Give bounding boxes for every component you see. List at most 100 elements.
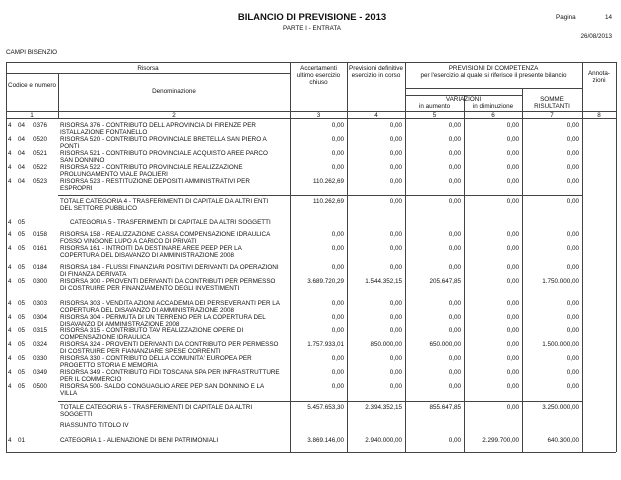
amount: 0,00 bbox=[331, 369, 344, 376]
col-number: 2 bbox=[172, 112, 176, 119]
row-code: 05 bbox=[18, 231, 26, 238]
row-label: RIASSUNTO TITOLO IV bbox=[60, 422, 129, 429]
row-code: 0522 bbox=[33, 164, 48, 171]
amount: 0,00 bbox=[389, 198, 402, 205]
row-code: 0330 bbox=[33, 355, 48, 362]
col-header: in aumento bbox=[418, 103, 451, 110]
row-label: RISORSA 324 - PROVENTI DERIVANTI DA CONT… bbox=[60, 341, 279, 355]
entity: CAMPI BISENZIO bbox=[6, 49, 58, 56]
amount: 0,00 bbox=[448, 369, 461, 376]
row-label: CATEGORIA 5 - TRASFERIMENTI DI CAPITALE … bbox=[70, 219, 271, 226]
col-header: Accertamenti ultimo esercizio chiuso bbox=[296, 65, 341, 86]
rule bbox=[6, 118, 616, 119]
amount: 0,00 bbox=[506, 341, 519, 348]
amount: 0,00 bbox=[506, 178, 519, 185]
row-code: 04 bbox=[18, 136, 26, 143]
row-code: 01 bbox=[18, 437, 26, 444]
amount: 0,00 bbox=[448, 327, 461, 334]
amount: 0,00 bbox=[389, 383, 402, 390]
col-number: 3 bbox=[316, 112, 321, 119]
rule bbox=[6, 111, 616, 112]
row-code: 05 bbox=[18, 219, 26, 226]
rule bbox=[522, 88, 523, 452]
col-header: PREVISIONI DI COMPETENZA bbox=[448, 65, 539, 72]
row-code: 05 bbox=[18, 327, 26, 334]
rule bbox=[347, 62, 348, 452]
amount: 0,00 bbox=[331, 231, 344, 238]
row-label: RISORSA 520 - CONTRIBUTO PROVINCIALE BRE… bbox=[60, 136, 267, 150]
amount: 0,00 bbox=[506, 404, 519, 411]
rule bbox=[6, 452, 616, 453]
row-code: 0521 bbox=[33, 150, 48, 157]
col-number: 4 bbox=[374, 112, 378, 119]
amount: 0,00 bbox=[448, 122, 461, 129]
amount: 0,00 bbox=[389, 150, 402, 157]
row-code: 4 bbox=[8, 278, 12, 285]
amount: 0,00 bbox=[448, 314, 461, 321]
rule bbox=[290, 62, 291, 452]
subtitle: PARTE I - ENTRATA bbox=[283, 25, 341, 32]
amount: 0,00 bbox=[448, 437, 461, 444]
amount: 0,00 bbox=[448, 231, 461, 238]
amount: 650.000,00 bbox=[429, 341, 461, 348]
title: BILANCIO DI PREVISIONE - 2013 bbox=[237, 12, 387, 23]
amount: 2.299.700,00 bbox=[482, 437, 519, 444]
row-code: 0158 bbox=[33, 231, 48, 238]
amount: 0,00 bbox=[566, 264, 579, 271]
row-code: 4 bbox=[8, 369, 12, 376]
rule bbox=[58, 73, 59, 118]
col-header: in diminuzione bbox=[472, 103, 514, 110]
row-label: RISORSA 184 - FLUSSI FINANZIARI POSITIVI… bbox=[60, 264, 279, 278]
row-code: 05 bbox=[18, 383, 26, 390]
col-number: 7 bbox=[550, 112, 554, 119]
amount: 110.262,69 bbox=[312, 198, 344, 205]
row-code: 4 bbox=[8, 219, 12, 226]
amount: 850.000,00 bbox=[370, 341, 402, 348]
amount: 0,00 bbox=[506, 278, 519, 285]
row-code: 0324 bbox=[33, 341, 48, 348]
row-code: 4 bbox=[8, 231, 12, 238]
row-label: RISORSA 500- SALDO CONGUAGLIO AREE PEP S… bbox=[60, 383, 264, 397]
amount: 855.647,85 bbox=[429, 404, 461, 411]
amount: 0,00 bbox=[331, 355, 344, 362]
row-code: 04 bbox=[18, 150, 26, 157]
col-header: VARIAZIONI bbox=[445, 96, 482, 103]
rule bbox=[405, 95, 522, 96]
amount: 3.869.146,00 bbox=[307, 437, 344, 444]
rule bbox=[58, 401, 582, 402]
amount: 0,00 bbox=[331, 314, 344, 321]
row-code: 0303 bbox=[33, 300, 48, 307]
amount: 0,00 bbox=[506, 355, 519, 362]
amount: 0,00 bbox=[331, 122, 344, 129]
page-label: Pagina bbox=[556, 14, 576, 21]
amount: 0,00 bbox=[389, 245, 402, 252]
amount: 0,00 bbox=[566, 369, 579, 376]
amount: 0,00 bbox=[448, 383, 461, 390]
amount: 0,00 bbox=[389, 264, 402, 271]
amount: 0,00 bbox=[448, 355, 461, 362]
amount: 0,00 bbox=[566, 198, 579, 205]
rule bbox=[405, 88, 582, 89]
col-header: Previsioni definitive esercizio in corso bbox=[349, 65, 403, 79]
row-code: 05 bbox=[18, 278, 26, 285]
row-code: 4 bbox=[8, 327, 12, 334]
amount: 0,00 bbox=[448, 300, 461, 307]
row-code: 4 bbox=[8, 264, 12, 271]
amount: 0,00 bbox=[331, 300, 344, 307]
amount: 0,00 bbox=[506, 164, 519, 171]
row-label: RISORSA 523 - RESTITUZIONE DEPOSITI AMMI… bbox=[60, 178, 250, 192]
row-label: RISORSA 521 - CONTRIBUTO PROVINCIALE ACQ… bbox=[60, 150, 268, 164]
row-code: 04 bbox=[18, 178, 26, 185]
date: 26/08/2013 bbox=[580, 33, 612, 40]
row-label: RISORSA 158 - REALIZZAZIONE CASSA COMPEN… bbox=[60, 231, 270, 245]
row-label: RISORSA 376 - CONTRIBUTO DELL APROVINCIA… bbox=[60, 122, 256, 136]
amount: 0,00 bbox=[566, 245, 579, 252]
amount: 0,00 bbox=[389, 122, 402, 129]
amount: 3.250.000,00 bbox=[542, 404, 579, 411]
amount: 205.647,85 bbox=[429, 278, 461, 285]
amount: 0,00 bbox=[566, 164, 579, 171]
col-header: SOMME RISULTANTI bbox=[534, 96, 570, 110]
amount: 0,00 bbox=[566, 150, 579, 157]
rule bbox=[616, 62, 617, 452]
col-header: Codice e numero bbox=[8, 82, 56, 89]
